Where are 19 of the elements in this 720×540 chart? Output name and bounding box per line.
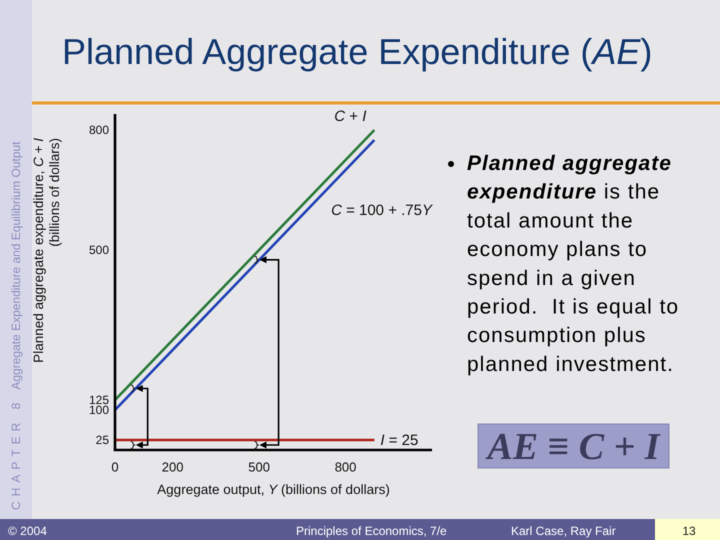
text: © 2004 xyxy=(8,524,48,538)
x-axis-title: Aggregate output, Y (billions of dollars) xyxy=(157,482,390,497)
series-label: C + I xyxy=(334,108,366,125)
chart-title: Planned Aggregate Expenditure (AE) xyxy=(62,31,652,72)
text: Karl Case, Ray Fair xyxy=(511,524,616,538)
text: CHAPTER 8 xyxy=(9,398,23,510)
y-tick-label: 500 xyxy=(88,243,110,257)
x-tick-label: 500 xyxy=(248,460,270,474)
text: Principles of Economics, 7/e xyxy=(296,524,448,538)
text: Planned aggregate expenditure is the total amount the economy plans to spend in a given period. It is equal to consumption plus planned investment. xyxy=(467,152,680,376)
y-tick-label: 800 xyxy=(88,123,110,137)
text: Aggregate Expenditure and Equilibrium Output xyxy=(9,140,23,390)
y-tick-label: 25 xyxy=(96,433,110,447)
text: 13 xyxy=(682,524,696,538)
series-label: I = 25 xyxy=(380,432,418,448)
series-label: C = 100 + .75Y xyxy=(331,202,433,219)
x-tick-label: 800 xyxy=(334,460,356,474)
x-tick-label: 0 xyxy=(111,460,119,474)
x-tick-label: 200 xyxy=(162,460,184,474)
